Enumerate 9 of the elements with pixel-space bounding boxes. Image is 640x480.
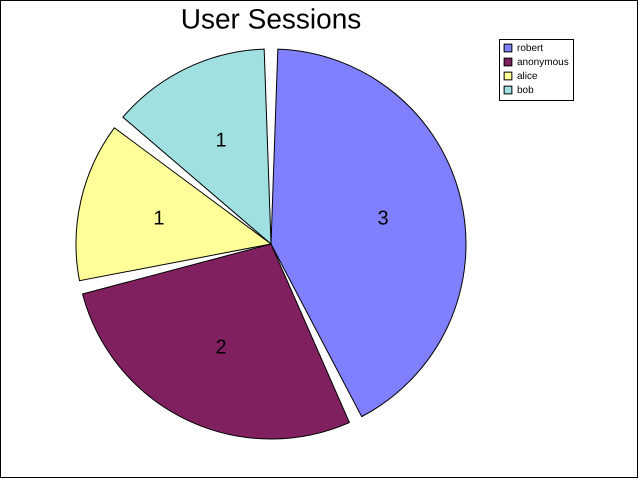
legend-label: robert <box>517 43 544 54</box>
legend-label: alice <box>517 71 538 82</box>
data-label: 2 <box>216 336 227 359</box>
legend-label: bob <box>517 85 534 96</box>
chart-title: User Sessions <box>180 4 362 34</box>
legend-label: anonymous <box>517 57 569 68</box>
data-label: 1 <box>216 129 227 152</box>
data-label: 3 <box>378 207 389 230</box>
data-label: 1 <box>153 207 164 230</box>
